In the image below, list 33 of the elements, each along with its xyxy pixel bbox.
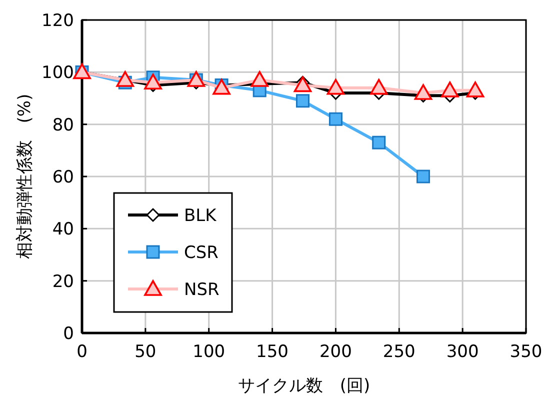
legend-label: CSR <box>184 242 219 263</box>
x-tick-label: 100 <box>192 342 226 362</box>
point <box>416 170 430 184</box>
x-tick-label: 50 <box>134 342 156 362</box>
x-tick-label: 300 <box>446 342 479 362</box>
point <box>466 82 484 98</box>
point <box>440 82 459 98</box>
x-tick-label: 150 <box>256 342 289 362</box>
point <box>294 76 312 92</box>
y-tick-label: 100 <box>42 63 74 84</box>
point <box>250 71 268 87</box>
point <box>328 112 342 126</box>
y-tick-label: 40 <box>52 220 74 240</box>
legend-label: BLK <box>184 206 218 226</box>
point <box>144 74 162 90</box>
x-tick-label: 0 <box>76 342 88 362</box>
y-tick-label: 0 <box>63 324 74 344</box>
point <box>370 78 388 95</box>
x-tick-label: 200 <box>319 342 352 362</box>
point <box>212 78 230 95</box>
x-axis-title: サイクル数 (回) <box>238 376 370 396</box>
point <box>296 94 310 108</box>
y-tick-label: 20 <box>52 272 74 292</box>
x-tick-label: 350 <box>510 342 542 362</box>
x-tick-label: 250 <box>382 342 416 362</box>
y-tick-label: 120 <box>42 10 74 31</box>
y-axis-title: 相対動弾性係数 (%) <box>15 94 35 260</box>
point <box>414 84 432 100</box>
point <box>372 136 386 150</box>
legend-label: NSR <box>184 280 220 300</box>
y-tick-label: 80 <box>52 115 74 136</box>
y-tick-label: 60 <box>52 167 74 188</box>
point <box>326 78 345 95</box>
